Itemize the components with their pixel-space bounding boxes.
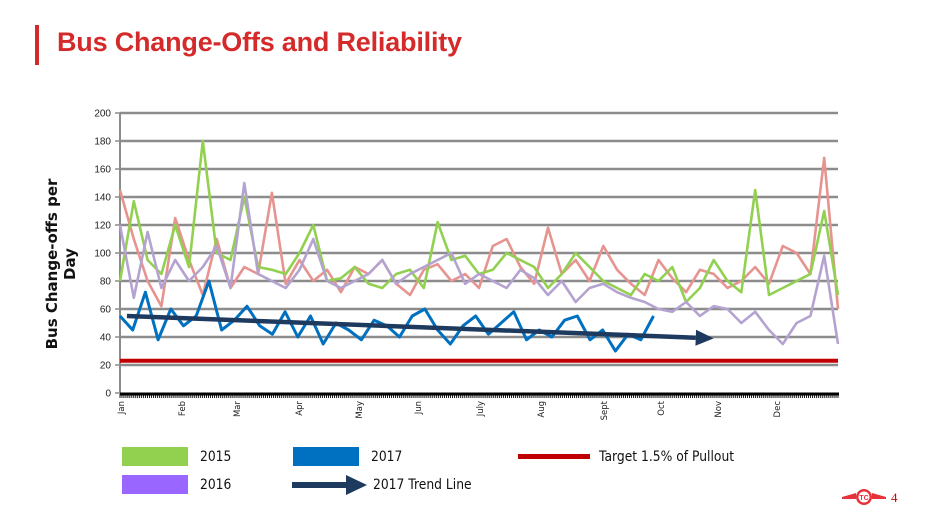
x-tick-label: Dec bbox=[773, 401, 783, 418]
y-tick-label: 120 bbox=[94, 221, 111, 232]
x-tick-label: Sept bbox=[600, 400, 610, 420]
x-tick-label: Aug bbox=[537, 401, 547, 418]
page-number: 4 bbox=[891, 490, 898, 505]
x-tick-label: Apr bbox=[295, 401, 305, 416]
y-tick-label: 180 bbox=[94, 137, 111, 148]
ttc-logo-icon: TC bbox=[842, 489, 886, 505]
legend-label-2017: 2017 bbox=[371, 449, 403, 465]
legend-label-2015: 2015 bbox=[200, 449, 232, 465]
y-tick-label: 200 bbox=[94, 109, 111, 120]
x-tick-label: July bbox=[476, 401, 486, 417]
x-tick-label: Jun bbox=[414, 401, 424, 415]
legend-swatch-2016 bbox=[122, 475, 188, 494]
trend-line bbox=[126, 313, 696, 340]
legend-target-line-icon bbox=[518, 454, 590, 459]
x-tick-label: Nov bbox=[714, 401, 724, 418]
x-tick-label: Feb bbox=[178, 401, 188, 416]
x-tick-label: Mar bbox=[233, 401, 243, 418]
slide-title: Bus Change-Offs and Reliability bbox=[57, 27, 462, 57]
y-tick-label: 100 bbox=[94, 249, 111, 260]
legend-label-target: Target 1.5% of Pullout bbox=[599, 449, 735, 465]
legend-swatch-2017 bbox=[293, 447, 359, 466]
svg-text:TC: TC bbox=[859, 495, 868, 502]
title-accent-bar bbox=[35, 25, 39, 65]
y-tick-label: 80 bbox=[100, 277, 112, 288]
x-tick-label: Oct bbox=[657, 400, 667, 415]
x-tick-label: Jan bbox=[117, 401, 127, 415]
series-line-unlabeled-pink- bbox=[118, 156, 840, 310]
x-tick-label: May bbox=[355, 401, 365, 419]
legend-label-2016: 2016 bbox=[200, 477, 232, 493]
legend-trend-arrow-icon bbox=[292, 475, 367, 495]
y-tick-label: 40 bbox=[100, 333, 112, 344]
y-tick-label: 0 bbox=[105, 389, 111, 400]
y-tick-label: 160 bbox=[94, 165, 111, 176]
y-tick-label: 60 bbox=[100, 305, 112, 316]
y-tick-label: 140 bbox=[94, 193, 111, 204]
legend-swatch-2015 bbox=[122, 447, 188, 466]
trend-arrowhead bbox=[695, 329, 714, 346]
legend-label-trend: 2017 Trend Line bbox=[373, 477, 472, 493]
y-tick-label: 20 bbox=[100, 361, 112, 372]
